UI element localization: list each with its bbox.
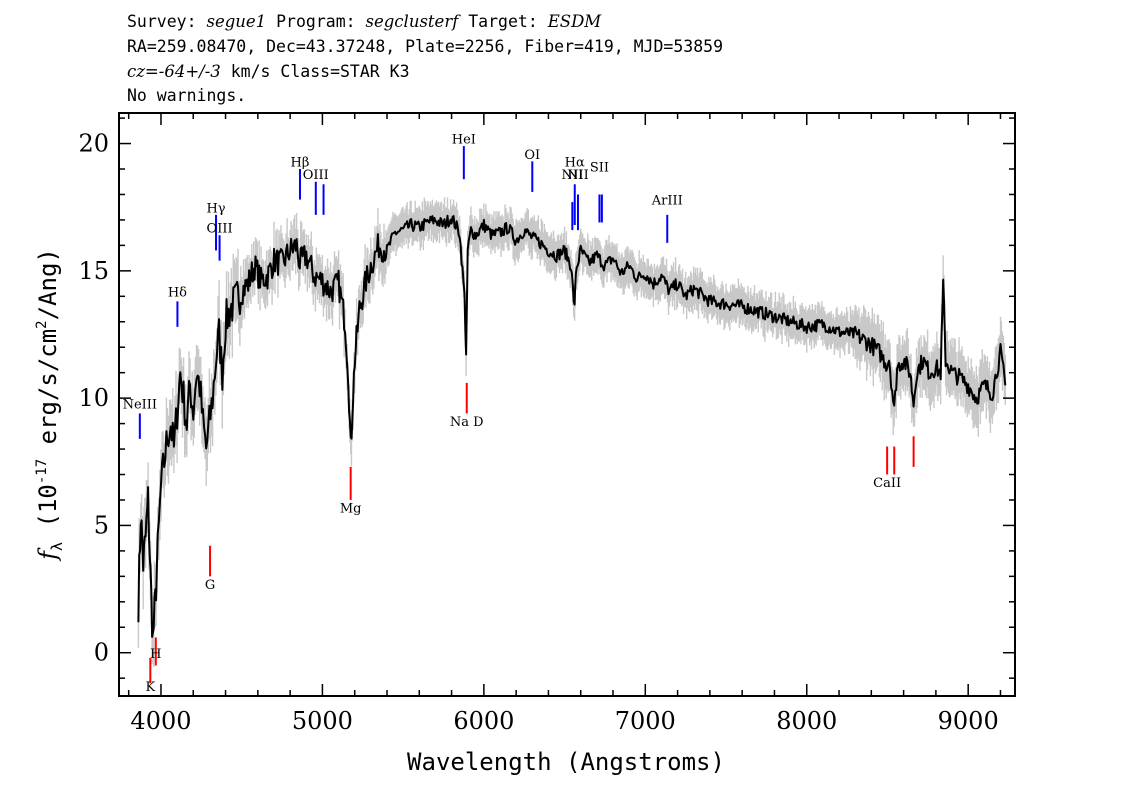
marker-label-16: H bbox=[150, 647, 161, 662]
flux-line bbox=[137, 214, 1007, 638]
y-axis-title: fλ (10-17 erg/s/cm2/Ang) bbox=[34, 248, 66, 562]
marker-label-5: OIII bbox=[303, 168, 329, 183]
flux-line-layer bbox=[137, 214, 1007, 638]
header-line-4: No warnings. bbox=[127, 86, 247, 105]
y-axis-mid: erg/s/cm bbox=[34, 329, 62, 459]
marker-label-17: G bbox=[205, 578, 215, 593]
x-tick-label: 5000 bbox=[292, 707, 353, 735]
y-tick-label: 20 bbox=[78, 130, 109, 158]
redshift-value: cz=-64+/-3 bbox=[127, 62, 221, 81]
program-label: Program: bbox=[266, 12, 366, 31]
header-line-3: cz=-64+/-3 km/s Class=STAR K3 bbox=[127, 62, 410, 81]
header-line-1: Survey: segue1 Program: segclusterf Targ… bbox=[127, 12, 602, 31]
x-tick-label: 9000 bbox=[938, 707, 999, 735]
y-tick-label: 5 bbox=[94, 511, 109, 539]
marker-label-0: NeIII bbox=[123, 397, 157, 412]
y-axis-exp1: -17 bbox=[34, 459, 50, 484]
marker-label-3: OIII bbox=[207, 222, 233, 237]
y-tick-label: 0 bbox=[94, 639, 109, 667]
x-axis-title: Wavelength (Angstroms) bbox=[407, 748, 725, 776]
marker-label-15: K bbox=[145, 680, 155, 695]
marker-label-18: Mg bbox=[340, 502, 362, 517]
class-text: km/s Class=STAR K3 bbox=[220, 62, 410, 81]
target-value: ESDM bbox=[547, 12, 602, 31]
marker-label-11: NII bbox=[567, 168, 589, 183]
header-line-2: RA=259.08470, Dec=43.37248, Plate=2256, … bbox=[127, 37, 724, 56]
x-tick-label: 7000 bbox=[615, 707, 676, 735]
marker-label-10: Hα bbox=[565, 155, 585, 170]
y-axis-sub: λ bbox=[48, 542, 66, 551]
y-tick-label: 10 bbox=[78, 384, 109, 412]
survey-label: Survey: bbox=[127, 12, 207, 31]
y-axis-post: /Ang) bbox=[34, 248, 62, 320]
marker-label-7: HeI bbox=[452, 133, 476, 148]
marker-label-12: SII bbox=[590, 161, 609, 176]
marker-label-9: NII bbox=[561, 168, 583, 183]
x-tick-label: 4000 bbox=[130, 707, 191, 735]
line-markers-layer: NeIIIHδHγOIIIHβOIIIHeIOINIIHαNIISIIArIII… bbox=[123, 133, 915, 695]
marker-label-19: Na D bbox=[450, 415, 484, 430]
axes-layer: 4000 5000 6000 7000 8000 9000 0 5 10 15 20 bbox=[78, 112, 1016, 735]
marker-label-8: OI bbox=[524, 148, 540, 163]
plot-frame bbox=[118, 112, 1016, 697]
marker-label-20: CaII bbox=[873, 476, 901, 491]
program-value: segclusterf bbox=[365, 12, 459, 31]
marker-label-2: Hγ bbox=[206, 201, 225, 216]
marker-label-14: ArIII bbox=[651, 194, 683, 209]
marker-label-1: Hδ bbox=[168, 285, 187, 300]
y-axis-exp2: 2 bbox=[34, 320, 50, 328]
marker-label-4: Hβ bbox=[291, 155, 310, 170]
y-tick-label: 15 bbox=[78, 257, 109, 285]
x-tick-label: 8000 bbox=[776, 707, 837, 735]
survey-value: segue1 bbox=[206, 12, 267, 31]
x-tick-label: 6000 bbox=[453, 707, 514, 735]
y-axis-pre: (10 bbox=[34, 484, 62, 542]
target-label: Target: bbox=[458, 12, 548, 31]
